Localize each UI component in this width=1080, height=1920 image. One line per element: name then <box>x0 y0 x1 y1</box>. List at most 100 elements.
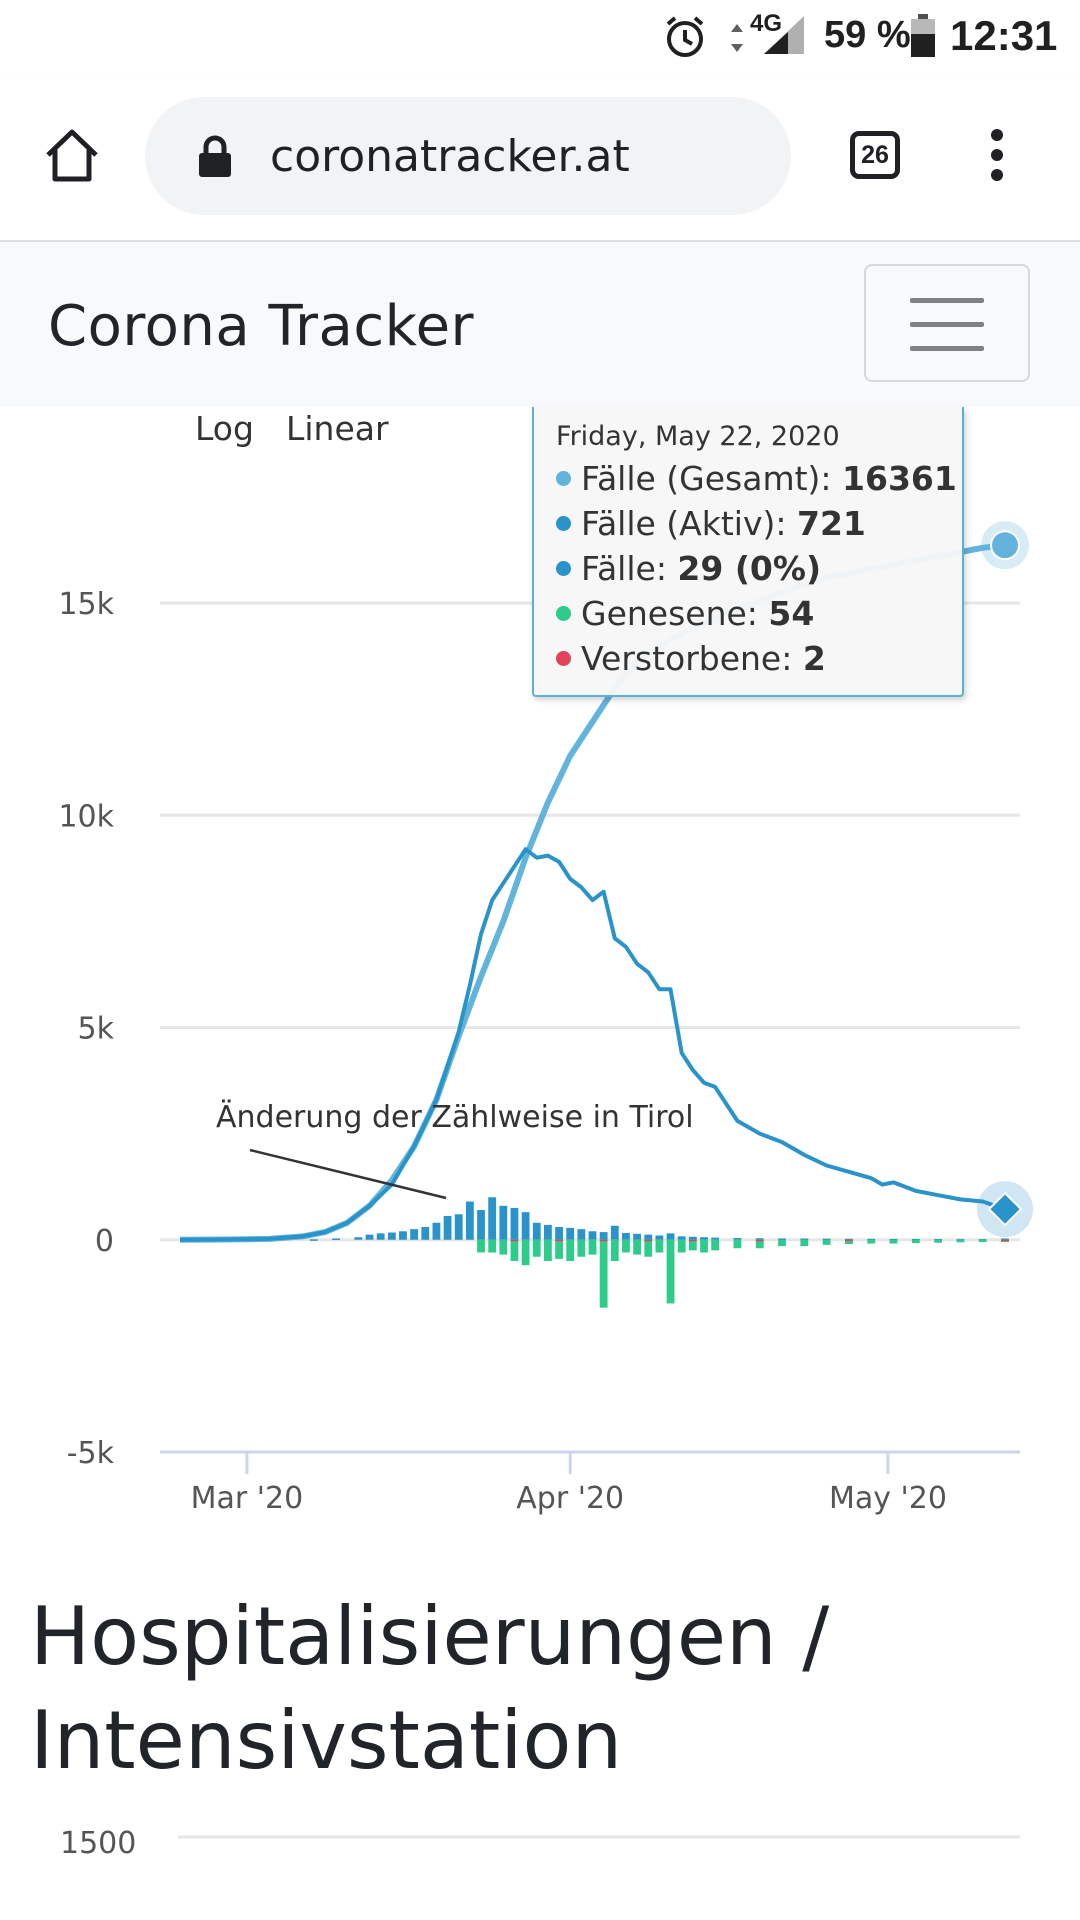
daily-cases-bar <box>399 1231 407 1240</box>
daily-cases-bar <box>622 1232 630 1240</box>
alarm-icon <box>666 16 704 57</box>
tooltip-label: Fälle (Gesamt): <box>581 459 843 498</box>
recovered-bar <box>978 1239 987 1243</box>
recovered-bar <box>800 1239 809 1247</box>
daily-cases-bar <box>677 1236 686 1240</box>
daily-cases-bar <box>711 1237 720 1240</box>
recovered-bar <box>544 1239 552 1261</box>
recovered-bar <box>577 1239 586 1257</box>
tooltip-label: Fälle (Aktiv): <box>581 504 797 543</box>
tooltip-value: 54 <box>768 594 815 633</box>
next-chart: 1500 <box>60 1826 1020 1861</box>
recovered-bar <box>934 1239 943 1243</box>
daily-cases-bar <box>387 1232 396 1240</box>
linear-scale-button[interactable]: Linear <box>286 409 389 448</box>
tooltip-row: Verstorbene: 2 <box>556 639 826 678</box>
recovered-bar <box>889 1239 898 1244</box>
deaths-bar <box>555 1239 563 1242</box>
daily-cases-bar <box>755 1238 764 1240</box>
recovered-bar <box>488 1239 497 1253</box>
battery-icon <box>911 14 935 57</box>
daily-cases-bar <box>309 1239 318 1241</box>
recovered-bar <box>610 1239 619 1261</box>
daily-cases-bar <box>365 1234 374 1240</box>
next-chart-y-tick: 1500 <box>60 1826 136 1861</box>
hamburger-line <box>910 322 984 327</box>
recovered-bar <box>532 1239 541 1257</box>
hamburger-icon <box>910 298 984 303</box>
home-icon[interactable] <box>42 127 102 183</box>
daily-cases-bar <box>655 1235 664 1240</box>
daily-cases-bar <box>354 1237 363 1240</box>
network-type: 4G <box>750 10 783 37</box>
daily-cases-bar <box>577 1229 586 1240</box>
daily-cases-bar <box>588 1231 597 1240</box>
deaths-bar <box>1001 1239 1009 1242</box>
x-tick-label: Mar '20 <box>191 1481 304 1516</box>
deaths-bar <box>755 1239 764 1242</box>
tooltip-value: 16361 <box>842 459 957 498</box>
daily-cases-bar <box>454 1214 463 1240</box>
y-tick-label: 0 <box>95 1224 114 1259</box>
browser-toolbar: coronatracker.at 26 <box>0 75 1080 242</box>
active-cases-line <box>179 847 1006 1242</box>
menu-toggle-button[interactable] <box>864 264 1030 382</box>
site-navbar: Corona Tracker <box>0 242 1080 407</box>
daily-cases-bar <box>332 1238 340 1240</box>
daily-cases-bar <box>477 1210 485 1240</box>
recovered-bar <box>499 1239 508 1255</box>
clock: 12:31 <box>950 12 1058 59</box>
log-scale-button[interactable]: Log <box>195 409 254 448</box>
daily-cases-bar <box>410 1229 419 1240</box>
daily-cases-bar <box>421 1227 430 1240</box>
deaths-bar <box>599 1239 608 1242</box>
recovered-bar <box>633 1239 641 1255</box>
site-brand[interactable]: Corona Tracker <box>48 294 475 359</box>
annotation-leader <box>249 1148 447 1200</box>
daily-cases-bar <box>822 1238 831 1241</box>
daily-cases-bar <box>633 1233 641 1240</box>
recovered-bar <box>822 1239 831 1245</box>
deaths-bar <box>510 1239 519 1242</box>
daily-cases-bar <box>644 1234 653 1240</box>
chart-tooltip: Friday, May 22, 2020 Fälle (Gesamt): 163… <box>532 407 964 697</box>
tooltip-label: Genesene: <box>581 594 769 633</box>
recovered-bar <box>700 1239 708 1253</box>
deaths-bar <box>845 1239 853 1242</box>
daily-cases-bar <box>688 1236 697 1240</box>
daily-cases-bar <box>1001 1238 1009 1241</box>
tooltip-row: Fälle: 29 (0%) <box>556 549 821 588</box>
recovered-bar <box>677 1239 686 1253</box>
recovered-bar <box>688 1239 697 1251</box>
tab-switcher-button[interactable]: 26 <box>850 131 900 179</box>
recovered-bar <box>733 1239 742 1249</box>
recovered-bar <box>555 1239 563 1259</box>
daily-cases-bar <box>510 1207 519 1240</box>
tooltip-row: Fälle (Gesamt): 16361 <box>556 459 957 498</box>
status-bar: 4G 59 % 12:31 <box>0 0 1080 75</box>
recovered-bar <box>845 1239 853 1244</box>
daily-cases-bar <box>544 1224 552 1240</box>
daily-cases-bar <box>532 1222 541 1240</box>
daily-cases-bar <box>889 1238 898 1241</box>
data-arrows-icon <box>731 24 743 52</box>
address-bar[interactable]: coronatracker.at <box>145 97 791 215</box>
legend-dot-icon <box>556 516 571 531</box>
recovered-bar <box>566 1239 575 1261</box>
y-tick-label: 5k <box>78 1012 115 1047</box>
y-tick-label: 15k <box>58 587 114 622</box>
legend-dot-icon <box>556 561 571 576</box>
daily-cases-bar <box>599 1232 608 1240</box>
recovered-bar <box>588 1239 597 1255</box>
tooltip-row: Fälle (Aktiv): 721 <box>556 504 866 543</box>
tooltip-value: 2 <box>802 639 826 678</box>
daily-cases-bar <box>443 1215 452 1240</box>
recovered-bar <box>956 1239 965 1243</box>
recovered-bar <box>622 1239 630 1253</box>
overflow-menu-icon[interactable] <box>986 127 1008 183</box>
daily-cases-bar <box>432 1222 441 1240</box>
daily-cases-bar <box>778 1238 786 1240</box>
daily-cases-bar <box>488 1197 497 1240</box>
url-text: coronatracker.at <box>270 131 630 182</box>
recovered-bar <box>711 1239 720 1251</box>
